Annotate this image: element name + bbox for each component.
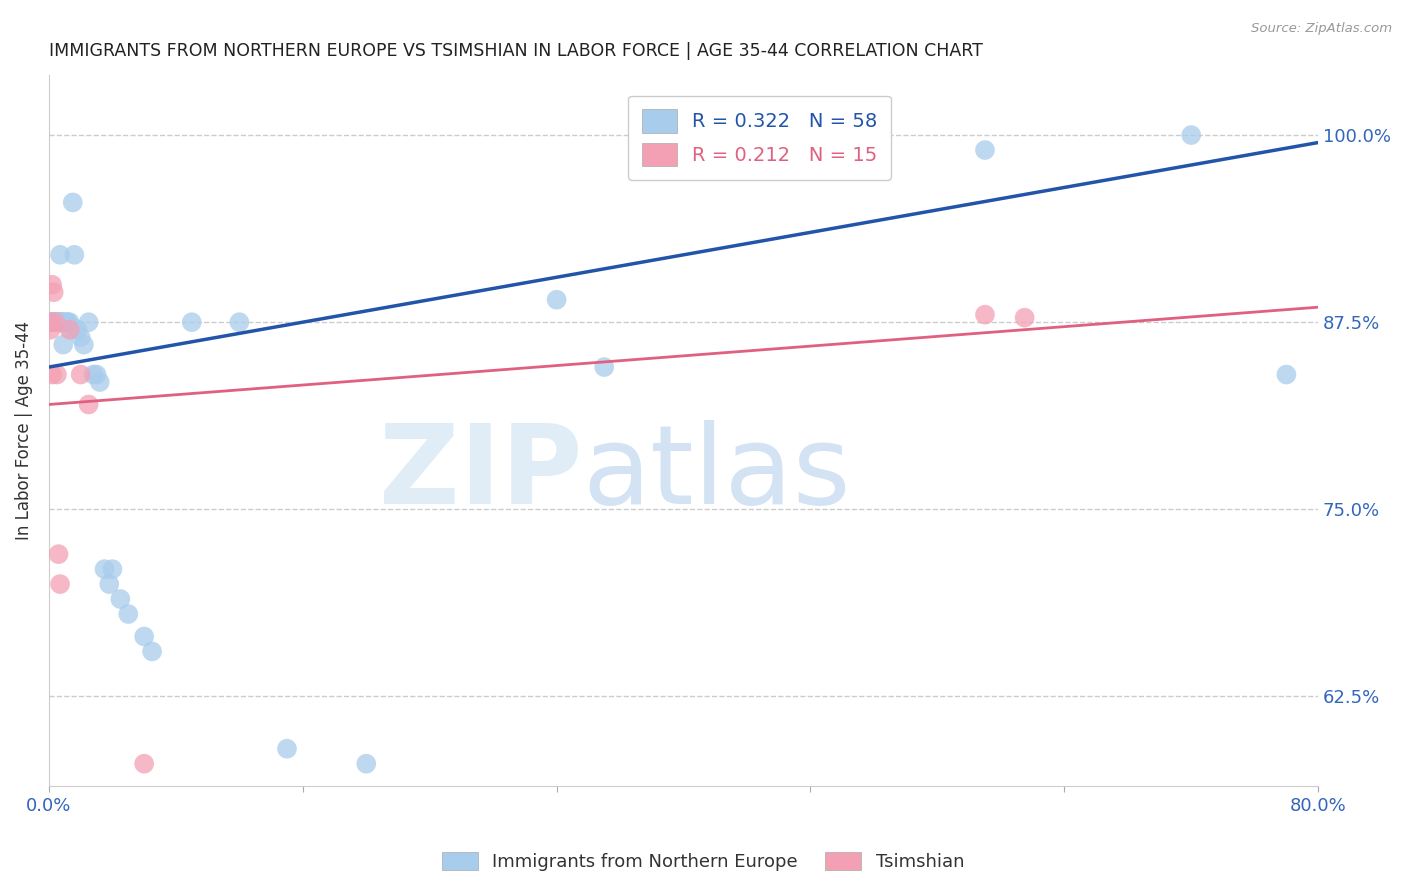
Point (58, 323, 80, 337)
Point (39, 323, 62, 337)
Point (974, 308, 997, 322)
Point (974, 143, 997, 157)
Point (45, 315, 67, 329)
Point (42, 315, 65, 329)
Point (58, 315, 80, 329)
Point (48, 547, 70, 561)
Point (134, 756, 156, 771)
Point (42, 315, 65, 329)
Point (73, 337, 96, 351)
Point (48, 315, 70, 329)
Point (69, 368, 91, 382)
Text: ZIP: ZIP (378, 420, 582, 527)
Point (1275, 368, 1298, 382)
Point (276, 741, 298, 756)
Point (55, 315, 77, 329)
Point (48, 315, 70, 329)
Point (44, 315, 66, 329)
Point (110, 592, 132, 607)
Point (51, 315, 73, 329)
Point (45, 315, 67, 329)
Point (63, 248, 86, 262)
Point (44, 315, 66, 329)
Point (44, 315, 66, 329)
Y-axis label: In Labor Force | Age 35-44: In Labor Force | Age 35-44 (15, 321, 32, 541)
Point (49, 315, 72, 329)
Point (89, 375, 111, 389)
Point (39, 315, 62, 329)
Point (60, 323, 83, 337)
Point (77, 315, 100, 329)
Point (45, 315, 67, 329)
Text: Source: ZipAtlas.com: Source: ZipAtlas.com (1251, 22, 1392, 36)
Point (42, 285, 65, 300)
Point (42, 315, 65, 329)
Point (52, 337, 75, 351)
Point (66, 323, 89, 337)
Point (41, 368, 63, 382)
Point (49, 315, 72, 329)
Point (41, 277, 63, 292)
Point (82, 368, 104, 382)
Point (228, 315, 250, 329)
Point (98, 577, 121, 591)
Point (41, 315, 63, 329)
Point (41, 315, 63, 329)
Point (180, 315, 202, 329)
Legend: R = 0.322   N = 58, R = 0.212   N = 15: R = 0.322 N = 58, R = 0.212 N = 15 (628, 95, 891, 180)
Point (44, 315, 66, 329)
Point (48, 315, 70, 329)
Point (77, 397, 100, 411)
Point (51, 315, 73, 329)
Point (49, 315, 72, 329)
Point (45, 315, 67, 329)
Point (134, 630, 156, 644)
Point (45, 368, 67, 382)
Point (93, 562, 115, 576)
Point (44, 315, 66, 329)
Point (56, 315, 79, 329)
Point (69, 330, 91, 344)
Point (356, 756, 378, 771)
Point (546, 293, 568, 307)
Text: IMMIGRANTS FROM NORTHERN EUROPE VS TSIMSHIAN IN LABOR FORCE | AGE 35-44 CORRELAT: IMMIGRANTS FROM NORTHERN EUROPE VS TSIMS… (49, 42, 983, 60)
Text: atlas: atlas (582, 420, 851, 527)
Legend: Immigrants from Northern Europe, Tsimshian: Immigrants from Northern Europe, Tsimshi… (434, 845, 972, 879)
Point (41, 315, 63, 329)
Point (45, 315, 67, 329)
Point (593, 360, 616, 375)
Point (53, 315, 76, 329)
Point (1014, 310, 1036, 325)
Point (49, 577, 72, 591)
Point (117, 607, 139, 621)
Point (101, 562, 124, 576)
Point (86, 368, 108, 382)
Point (141, 644, 163, 658)
Point (42, 315, 65, 329)
Point (52, 315, 75, 329)
Point (1180, 128, 1202, 142)
Point (62, 195, 84, 210)
Point (49, 248, 72, 262)
Point (39, 315, 62, 329)
